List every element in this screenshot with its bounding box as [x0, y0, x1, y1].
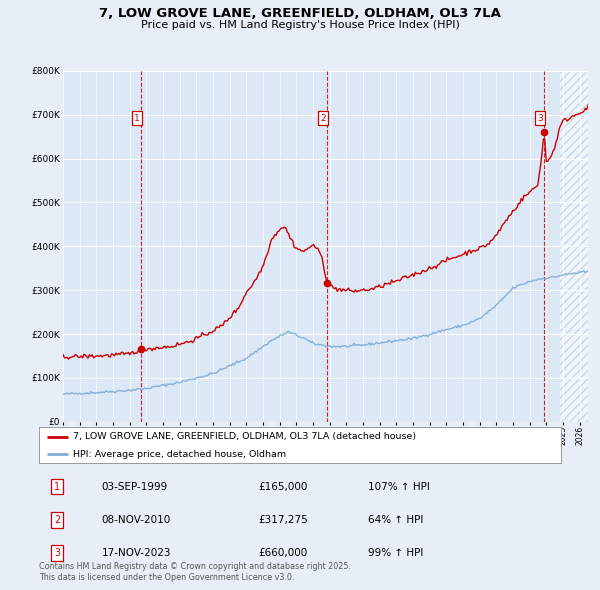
Text: 1: 1: [54, 482, 61, 491]
Text: 3: 3: [54, 548, 61, 558]
Text: HPI: Average price, detached house, Oldham: HPI: Average price, detached house, Oldh…: [73, 450, 286, 458]
Bar: [141, 71, 327, 422]
Text: 64% ↑ HPI: 64% ↑ HPI: [368, 515, 423, 525]
Text: 08-NOV-2010: 08-NOV-2010: [101, 515, 171, 525]
Text: £660,000: £660,000: [258, 548, 307, 558]
Text: £317,275: £317,275: [258, 515, 308, 525]
Text: £165,000: £165,000: [258, 482, 308, 491]
Text: Price paid vs. HM Land Registry's House Price Index (HPI): Price paid vs. HM Land Registry's House …: [140, 20, 460, 30]
Text: 2: 2: [320, 114, 326, 123]
Text: Contains HM Land Registry data © Crown copyright and database right 2025.
This d: Contains HM Land Registry data © Crown c…: [39, 562, 351, 582]
Text: 3: 3: [537, 114, 543, 123]
Text: 2: 2: [54, 515, 61, 525]
Text: 1: 1: [134, 114, 140, 123]
Text: 7, LOW GROVE LANE, GREENFIELD, OLDHAM, OL3 7LA: 7, LOW GROVE LANE, GREENFIELD, OLDHAM, O…: [99, 7, 501, 20]
Text: 99% ↑ HPI: 99% ↑ HPI: [368, 548, 423, 558]
Bar: [327, 71, 544, 422]
Bar: [560, 71, 588, 422]
Text: 03-SEP-1999: 03-SEP-1999: [101, 482, 168, 491]
Bar: [63, 71, 141, 422]
Text: 17-NOV-2023: 17-NOV-2023: [101, 548, 171, 558]
Text: 7, LOW GROVE LANE, GREENFIELD, OLDHAM, OL3 7LA (detached house): 7, LOW GROVE LANE, GREENFIELD, OLDHAM, O…: [73, 432, 416, 441]
Bar: [544, 71, 560, 422]
Text: 107% ↑ HPI: 107% ↑ HPI: [368, 482, 430, 491]
